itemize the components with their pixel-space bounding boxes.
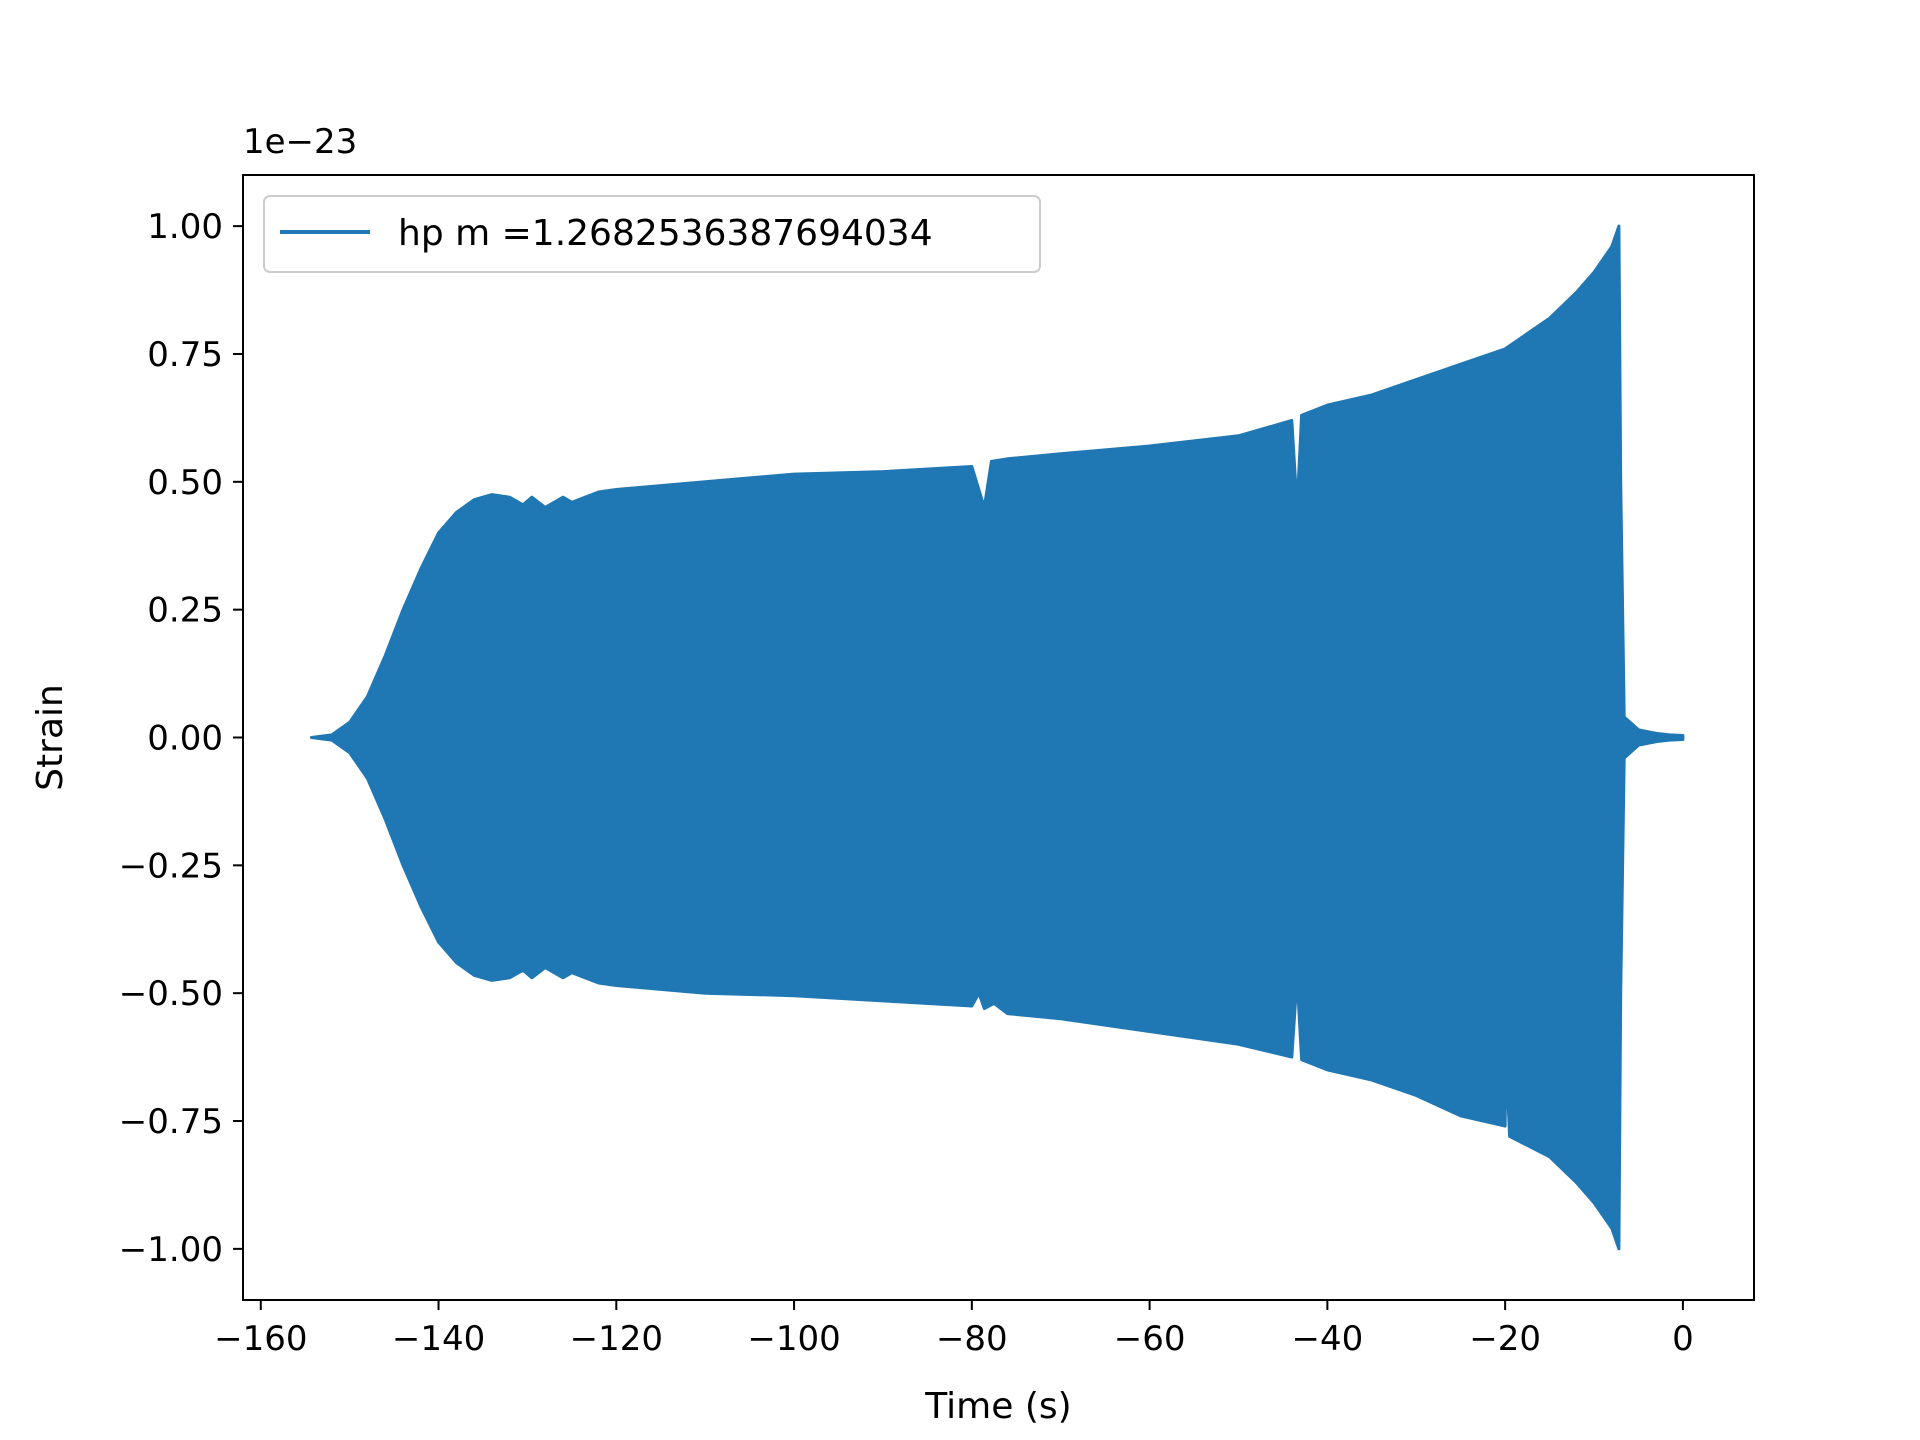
y-tick-label: −1.00 [119, 1230, 223, 1270]
x-tick-label: −80 [936, 1319, 1008, 1359]
waveform-series [309, 224, 1685, 1251]
y-tick-label: −0.75 [119, 1102, 223, 1142]
x-tick-label: −160 [214, 1319, 307, 1359]
x-tick-label: −60 [1114, 1319, 1186, 1359]
x-tick-label: −120 [570, 1319, 663, 1359]
x-axis: −160 −140 −120 −100 −80 −60 −40 −20 0 [214, 1300, 1694, 1359]
y-tick-label: 0.50 [147, 463, 223, 503]
legend: hp m =1.2682536387694034 [263, 195, 1041, 273]
x-tick-label: −40 [1291, 1319, 1363, 1359]
plot-area [309, 224, 1685, 1251]
legend-box [263, 195, 1041, 273]
x-tick-label: 0 [1672, 1319, 1694, 1359]
y-tick-label: −0.50 [119, 974, 223, 1014]
y-tick-label: −0.25 [119, 846, 223, 886]
y-tick-label: 0.25 [147, 591, 223, 631]
x-tick-label: −20 [1469, 1319, 1541, 1359]
x-tick-label: −100 [747, 1319, 840, 1359]
y-tick-label: 0.75 [147, 335, 223, 375]
y-axis-label: Strain [30, 684, 71, 791]
y-tick-label: 1.00 [147, 207, 223, 247]
x-tick-label: −140 [392, 1319, 485, 1359]
x-axis-label: Time (s) [924, 1386, 1071, 1427]
y-tick-label: 0.00 [147, 719, 223, 759]
y-offset-text: 1e−23 [243, 122, 357, 162]
legend-entry-label: hp m =1.2682536387694034 [398, 213, 933, 254]
y-axis: 1.00 0.75 0.50 0.25 0.00 −0.25 −0.50 −0.75 −1.00 [119, 207, 243, 1270]
